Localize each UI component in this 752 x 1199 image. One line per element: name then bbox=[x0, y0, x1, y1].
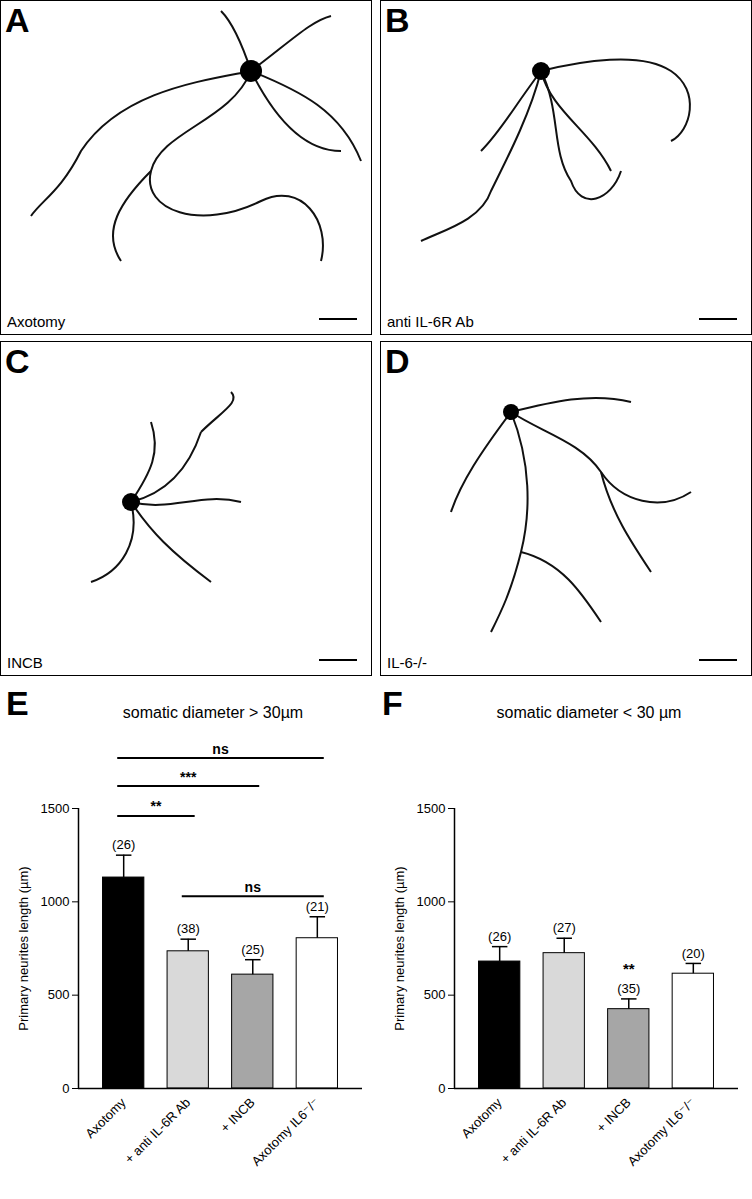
html-text:IL-6-/-: IL-6-/- bbox=[387, 654, 427, 671]
svg-text:(35): (35) bbox=[617, 981, 640, 996]
svg-text:(26): (26) bbox=[112, 837, 135, 852]
html-text:somatic diameter < 30 µm: somatic diameter < 30 µm bbox=[496, 704, 682, 721]
svg-text:1500: 1500 bbox=[417, 801, 446, 816]
svg-text:(38): (38) bbox=[177, 921, 200, 936]
svg-text:+ anti IL-6R Ab: + anti IL-6R Ab bbox=[498, 1095, 570, 1167]
svg-text:500: 500 bbox=[424, 987, 446, 1002]
svg-text:Axotomy: Axotomy bbox=[82, 1094, 129, 1141]
svg-text:(26): (26) bbox=[488, 929, 511, 944]
svg-text:(25): (25) bbox=[241, 942, 264, 957]
svg-text:Axotomy IL6⁻/⁻: Axotomy IL6⁻/⁻ bbox=[624, 1095, 698, 1169]
html-text:anti IL-6R Ab: anti IL-6R Ab bbox=[387, 313, 474, 330]
html-text:A: A bbox=[5, 1, 30, 39]
html-text:INCB: INCB bbox=[7, 654, 43, 671]
svg-text:1000: 1000 bbox=[41, 894, 70, 909]
svg-text:ns: ns bbox=[212, 741, 229, 757]
svg-text:1000: 1000 bbox=[417, 894, 446, 909]
svg-text:1500: 1500 bbox=[41, 801, 70, 816]
svg-text:ns: ns bbox=[245, 879, 262, 895]
html-text:E: E bbox=[6, 684, 29, 722]
html-text:B: B bbox=[385, 1, 410, 39]
html-text:F: F bbox=[382, 684, 403, 722]
html-text:Axotomy: Axotomy bbox=[7, 313, 66, 330]
svg-text:500: 500 bbox=[48, 987, 70, 1002]
html-text:C: C bbox=[5, 342, 30, 380]
svg-text:0: 0 bbox=[438, 1081, 445, 1096]
svg-text:Primary neurites length (µm): Primary neurites length (µm) bbox=[16, 866, 31, 1030]
svg-text:+ INCB: + INCB bbox=[593, 1095, 633, 1135]
svg-text:Axotomy IL6⁻/⁻: Axotomy IL6⁻/⁻ bbox=[248, 1095, 322, 1169]
svg-text:**: ** bbox=[623, 960, 635, 977]
svg-text:+ anti IL-6R Ab: + anti IL-6R Ab bbox=[122, 1095, 194, 1167]
html-text:somatic diameter > 30µm: somatic diameter > 30µm bbox=[122, 704, 304, 721]
svg-text:0: 0 bbox=[62, 1081, 69, 1096]
svg-text:+ INCB: + INCB bbox=[217, 1095, 257, 1135]
svg-text:***: *** bbox=[180, 769, 197, 785]
svg-text:Primary neurites length (µm): Primary neurites length (µm) bbox=[392, 866, 407, 1030]
svg-text:(20): (20) bbox=[682, 946, 705, 961]
html-text:D: D bbox=[385, 342, 410, 380]
svg-text:(21): (21) bbox=[306, 899, 329, 914]
svg-text:Axotomy: Axotomy bbox=[458, 1094, 505, 1141]
svg-text:(27): (27) bbox=[553, 920, 576, 935]
svg-text:**: ** bbox=[151, 798, 162, 814]
